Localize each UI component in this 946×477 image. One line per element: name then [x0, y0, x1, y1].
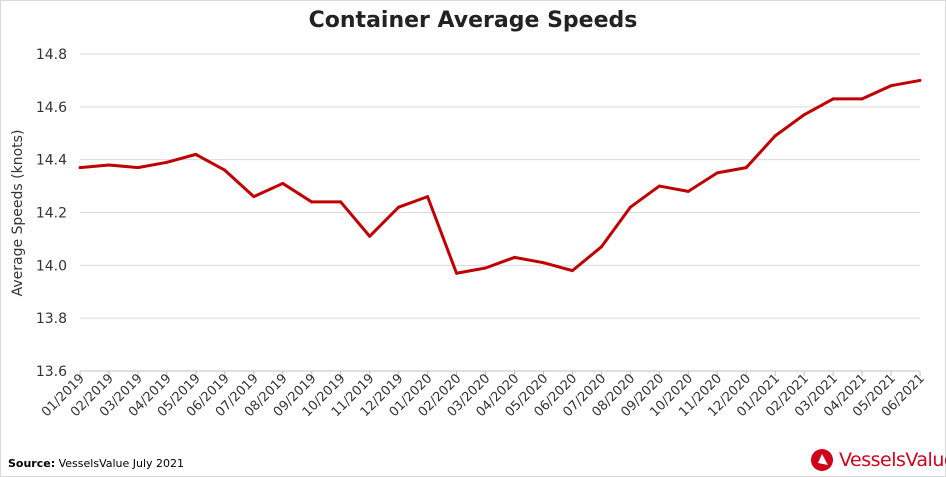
data-point [744, 166, 748, 170]
series-line [79, 78, 921, 275]
data-point [570, 269, 574, 273]
chart-title: Container Average Speeds [308, 8, 638, 33]
data-point [657, 184, 661, 188]
y-tick-label: 13.6 [36, 364, 67, 380]
data-point [512, 255, 516, 259]
data-point [368, 234, 372, 238]
source-text: VesselsValue July 2021 [55, 457, 185, 470]
data-point [802, 113, 806, 117]
data-point [223, 168, 227, 172]
data-point [78, 166, 82, 170]
data-point [426, 195, 430, 199]
data-point [252, 195, 256, 199]
y-tick-label: 14.0 [36, 258, 67, 274]
logo-text: VesselsValue [839, 449, 946, 471]
data-point [455, 271, 459, 275]
y-tick-label: 14.2 [36, 206, 67, 222]
y-tick-label: 14.8 [36, 47, 67, 63]
data-point [715, 171, 719, 175]
data-point [484, 266, 488, 270]
data-point [889, 84, 893, 88]
data-point [194, 152, 198, 156]
y-tick-label: 13.8 [36, 311, 67, 327]
logo-icon [811, 449, 833, 471]
data-point [686, 189, 690, 193]
data-point [831, 97, 835, 101]
data-point [339, 200, 343, 204]
data-point [136, 166, 140, 170]
data-point [281, 181, 285, 185]
data-point [918, 78, 922, 82]
source-label: Source: [8, 457, 56, 470]
data-point [599, 245, 603, 249]
data-point [541, 261, 545, 265]
y-tick-label: 14.4 [36, 153, 67, 169]
data-point [107, 163, 111, 167]
data-point [310, 200, 314, 204]
y-axis-label: Average Speeds (knots) [10, 130, 26, 297]
data-point [860, 97, 864, 101]
vesselsvalue-logo: VesselsValue [810, 448, 946, 472]
data-point [397, 205, 401, 209]
data-point [628, 205, 632, 209]
y-tick-label: 14.6 [36, 100, 67, 116]
source-note: Source: VesselsValue July 2021 [8, 457, 184, 470]
data-point [165, 160, 169, 164]
data-point [773, 134, 777, 138]
